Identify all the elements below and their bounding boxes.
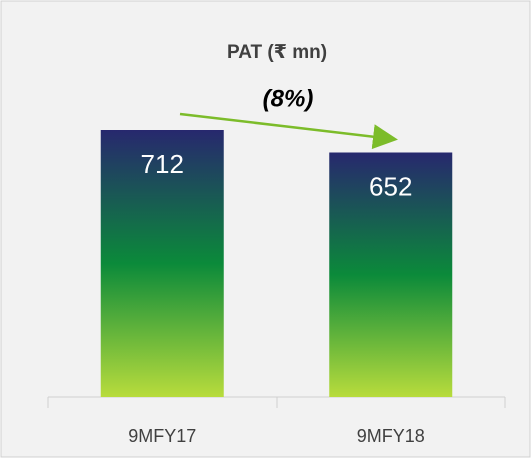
bar xyxy=(329,152,453,397)
chart-title: PAT (₹ mn) xyxy=(227,42,327,63)
trend-arrow xyxy=(179,112,398,150)
annotation: (8%) xyxy=(263,85,314,112)
bar xyxy=(100,130,224,397)
x-tick-label: 9MFY18 xyxy=(357,426,425,446)
x-tick-label: 9MFY17 xyxy=(128,426,196,446)
data-label: 712 xyxy=(141,149,184,179)
data-label: 652 xyxy=(369,171,412,201)
